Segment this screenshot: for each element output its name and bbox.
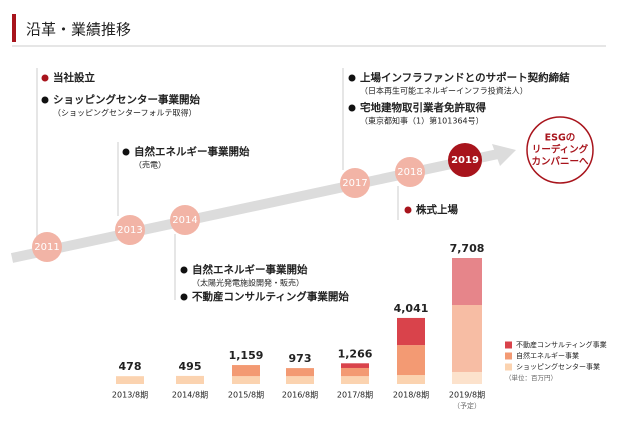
goal-text: カンパニーへ: [531, 156, 589, 168]
event-text: 上場インフラファンドとのサポート契約締結: [360, 71, 570, 84]
category-label: 2019/8期: [449, 391, 485, 400]
event-text: 株式上場: [416, 203, 458, 216]
bullet: [41, 96, 49, 104]
year-circle: [170, 205, 200, 235]
title: 沿革・業績推移: [26, 21, 131, 39]
legend-swatch: [505, 341, 512, 349]
category-label: 2015/8期: [228, 391, 264, 400]
bar-segment: [341, 367, 369, 377]
legend-swatch: [505, 363, 512, 371]
goal-text: リーディング: [532, 144, 589, 156]
bullet: [180, 266, 188, 274]
bar-segment: [232, 365, 260, 377]
bar-segment: [341, 376, 369, 384]
total-label: 4,041: [394, 302, 429, 315]
category-label: 2017/8期: [337, 391, 373, 400]
timeline-arrowhead: [492, 144, 516, 166]
year-label: 2011: [34, 242, 59, 253]
year-circle: [340, 168, 370, 198]
event-text: 自然エネルギー事業開始: [192, 263, 308, 276]
bar-segment: [452, 304, 482, 372]
event-text: 当社設立: [53, 71, 95, 84]
total-label: 1,159: [229, 349, 264, 362]
year-label: 2017: [342, 178, 367, 189]
category-label: 2016/8期: [282, 391, 318, 400]
category-label: 2014/8期: [172, 391, 208, 400]
year-label: 2013: [117, 225, 142, 236]
event-text: 不動産コンサルティング事業開始: [192, 290, 349, 303]
bar-segment: [397, 375, 425, 384]
year-circle: [32, 232, 62, 262]
bullet: [41, 74, 49, 82]
legend-swatch: [505, 352, 512, 360]
bar-segment: [452, 371, 482, 384]
unit-label: （単位：百万円）: [505, 373, 557, 382]
bullet: [180, 293, 188, 301]
category-note: （予定）: [453, 401, 481, 410]
event-note: （ショッピングセンターフォルテ取得）: [53, 108, 197, 118]
event-note: （売電）: [134, 160, 166, 170]
bullet: [348, 74, 356, 82]
goal-circle: [526, 116, 594, 184]
year-circle: [395, 157, 425, 187]
category-label: 2018/8期: [393, 391, 429, 400]
bullet: [122, 148, 130, 156]
legend-label: ショッピングセンター事業: [516, 362, 600, 371]
total-label: 973: [289, 352, 312, 365]
event-note: （東京都知事（1）第101364号）: [360, 116, 484, 126]
year-circle: [448, 143, 482, 177]
bar-segment: [452, 258, 482, 305]
goal-text: ESGの: [545, 133, 576, 144]
total-label: 1,266: [338, 347, 373, 360]
event-text: 自然エネルギー事業開始: [134, 145, 250, 158]
bar-segment: [232, 376, 260, 384]
bar-segment: [176, 375, 204, 384]
bar-segment: [397, 345, 425, 376]
bar-segment: [286, 376, 314, 384]
legend-label: 自然エネルギー事業: [516, 351, 579, 360]
legend-label: 不動産コンサルティング事業: [516, 340, 607, 349]
bar-segment: [397, 317, 425, 346]
event-text: 宅地建物取引業者免許取得: [360, 101, 486, 114]
event-text: ショッピングセンター事業開始: [53, 93, 200, 106]
category-label: 2013/8期: [112, 391, 148, 400]
year-label: 2019: [451, 155, 479, 166]
event-note: （日本再生可能エネルギーインフラ投資法人）: [360, 86, 528, 96]
bar-segment: [116, 376, 144, 384]
bullet: [404, 206, 412, 214]
year-label: 2014: [172, 215, 197, 226]
title-accent: [12, 14, 16, 42]
bar-segment: [341, 363, 369, 368]
total-label: 7,708: [450, 242, 485, 255]
bullet: [348, 104, 356, 112]
total-label: 478: [119, 360, 142, 373]
total-label: 495: [179, 360, 202, 373]
year-label: 2018: [397, 167, 422, 178]
bar-segment: [286, 368, 314, 377]
event-note: （太陽光発電施設開発・販売）: [192, 278, 304, 288]
year-circle: [115, 215, 145, 245]
